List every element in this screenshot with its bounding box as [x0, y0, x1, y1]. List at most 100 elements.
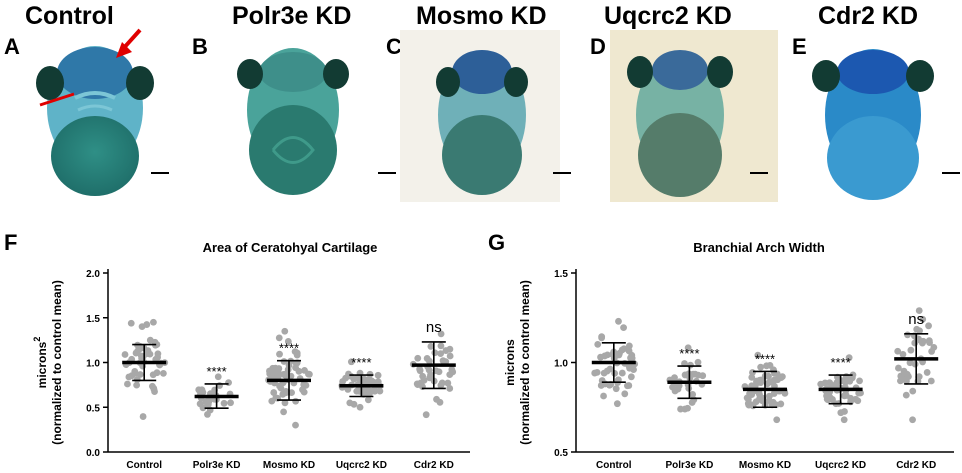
data-point [446, 385, 454, 392]
larva-photo-polr3e [228, 30, 358, 202]
data-point [427, 343, 435, 350]
data-point [133, 381, 141, 389]
data-point [199, 404, 207, 412]
data-point [597, 353, 604, 361]
data-point [125, 373, 133, 381]
y-tick-label: 1.5 [554, 269, 568, 280]
data-point [905, 373, 912, 380]
data-point [675, 382, 683, 390]
panel-letter-f: F [4, 230, 17, 255]
data-point [681, 371, 689, 379]
data-point [671, 374, 678, 382]
data-point [436, 398, 444, 406]
data-point [618, 369, 626, 377]
data-point [600, 392, 607, 400]
significance-label: **** [755, 351, 775, 366]
data-point [591, 369, 599, 377]
data-point [611, 369, 619, 377]
data-point [268, 397, 276, 405]
data-point [431, 349, 439, 357]
data-point [821, 379, 829, 387]
data-point [766, 378, 773, 386]
data-point [300, 381, 308, 388]
panel-letter-b: B [192, 34, 208, 59]
data-point [281, 399, 289, 407]
data-point [299, 386, 306, 394]
data-point [766, 361, 774, 369]
data-point [416, 365, 424, 373]
x-tick-label: Uqcrc2 KD [815, 460, 866, 471]
data-point [437, 381, 445, 389]
data-point [909, 387, 917, 395]
scale-bar-b [378, 172, 396, 174]
data-point [306, 370, 313, 378]
panel-title-e: Cdr2 KD [818, 2, 919, 30]
data-point [855, 389, 863, 397]
data-point [907, 346, 915, 354]
data-point [437, 342, 445, 350]
data-point [422, 411, 430, 419]
data-point [350, 375, 358, 383]
scale-bar-a [151, 172, 169, 174]
panel-letter-a: A [4, 34, 20, 59]
data-point [437, 350, 445, 358]
data-point [627, 354, 634, 362]
data-point [754, 351, 762, 359]
data-point [845, 354, 853, 362]
y-axis-label-line1: microns2 [32, 337, 49, 389]
data-point [690, 396, 698, 404]
data-point [292, 397, 300, 405]
data-point [612, 385, 620, 393]
data-point [449, 368, 457, 376]
data-point [913, 325, 921, 333]
data-point [606, 381, 613, 389]
data-point [841, 392, 848, 400]
data-point [127, 319, 135, 327]
data-point [915, 307, 923, 314]
x-tick-label: Control [596, 460, 632, 471]
larva-photo-uqcrc2 [610, 30, 778, 202]
data-point [897, 377, 904, 385]
larva-photo-cdr2 [808, 30, 938, 202]
data-point [288, 389, 295, 397]
data-point [342, 374, 350, 382]
chart-title: Branchial Arch Width [693, 240, 825, 255]
data-point [773, 416, 781, 424]
data-point [292, 421, 299, 429]
y-tick-label: 1.0 [86, 359, 100, 370]
data-point [414, 354, 422, 362]
scale-bar-d [750, 172, 768, 174]
y-tick-label: 0.0 [86, 448, 100, 459]
data-point [902, 391, 910, 399]
data-point [909, 416, 916, 424]
data-point [781, 389, 789, 397]
panel-letter-g: G [488, 230, 505, 255]
data-point [444, 379, 452, 387]
panel-letter-d: D [590, 34, 606, 59]
data-point [139, 413, 147, 420]
data-point [437, 330, 445, 338]
y-axis-label: microns (normalized to control mean) [503, 280, 532, 445]
data-point [895, 364, 902, 372]
panel-title-b: Polr3e KD [232, 2, 352, 30]
data-point [598, 333, 606, 341]
data-point [150, 318, 157, 326]
y-tick-label: 2.0 [86, 269, 100, 280]
data-point [833, 379, 841, 386]
data-point [854, 397, 862, 405]
x-tick-label: Cdr2 KD [414, 460, 454, 471]
data-point [594, 340, 602, 348]
data-point [202, 398, 210, 406]
panel-letter-e: E [792, 34, 807, 59]
data-point [923, 369, 931, 376]
red-arrow-icon [116, 28, 142, 58]
data-point [753, 377, 761, 385]
data-point [276, 350, 283, 358]
data-point [745, 401, 753, 408]
data-point [681, 360, 688, 367]
data-point [446, 345, 454, 353]
data-point [220, 399, 228, 407]
data-point [773, 370, 781, 378]
y-tick-label: 0.5 [86, 403, 100, 414]
data-point [225, 379, 232, 387]
